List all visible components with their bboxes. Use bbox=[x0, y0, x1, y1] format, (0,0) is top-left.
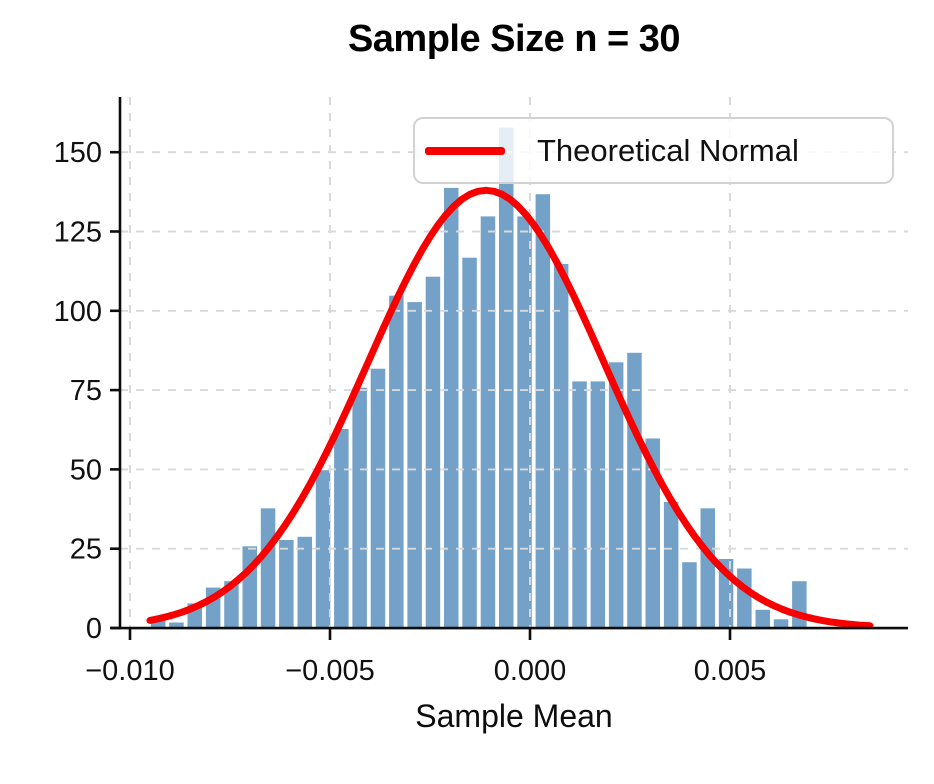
axes bbox=[111, 97, 908, 630]
histogram-bar bbox=[570, 379, 589, 629]
x-axis-label: Sample Mean bbox=[415, 698, 613, 734]
histogram-bar bbox=[753, 608, 772, 629]
normal-curve bbox=[146, 186, 874, 630]
y-tick-label: 125 bbox=[54, 216, 102, 248]
x-tick-label: 0.005 bbox=[694, 655, 767, 687]
histogram-bar bbox=[277, 538, 296, 629]
histogram-bar bbox=[772, 617, 790, 629]
histogram-bar bbox=[552, 262, 570, 629]
histogram-bar bbox=[369, 367, 387, 629]
y-tick-label: 100 bbox=[54, 296, 102, 328]
legend-line-swatch bbox=[425, 146, 505, 155]
chart-title: Sample Size n = 30 bbox=[347, 18, 681, 60]
histogram-bar bbox=[625, 351, 644, 629]
histogram-bar bbox=[662, 500, 680, 629]
histogram-bar bbox=[533, 192, 552, 629]
legend: Theoretical Normal bbox=[413, 117, 894, 184]
histogram-bar bbox=[387, 294, 406, 629]
histogram-bar bbox=[350, 386, 369, 629]
histogram-bar bbox=[332, 427, 351, 629]
histogram-bar bbox=[479, 214, 497, 629]
x-tick-label: 0.000 bbox=[494, 655, 567, 687]
histogram-bar bbox=[698, 506, 717, 629]
y-tick-label: 75 bbox=[70, 375, 102, 407]
legend-label: Theoretical Normal bbox=[537, 132, 799, 168]
histogram-bar bbox=[460, 256, 479, 629]
y-tick-label: 25 bbox=[70, 534, 102, 566]
y-tick-label: 50 bbox=[70, 454, 102, 486]
histogram-bar bbox=[588, 379, 607, 629]
y-tick-label: 150 bbox=[54, 137, 102, 169]
y-tick-label: 0 bbox=[86, 613, 102, 645]
histogram-bar bbox=[735, 566, 754, 629]
histogram-bar bbox=[259, 506, 277, 629]
histogram-bar bbox=[405, 300, 424, 629]
histogram-bar bbox=[424, 275, 442, 629]
histogram-bar bbox=[680, 560, 699, 629]
x-tick-label: −0.005 bbox=[285, 655, 375, 687]
histogram-bar bbox=[442, 186, 461, 629]
histogram-bar bbox=[790, 579, 809, 629]
histogram-bar bbox=[295, 535, 314, 629]
x-tick-label: −0.010 bbox=[85, 655, 175, 687]
tick-marks-and-labels: 0 25 50 75 100 125 150 −0.010 −0.005 0.000 0.005 bbox=[54, 137, 767, 687]
normal-curve-path bbox=[146, 186, 874, 630]
